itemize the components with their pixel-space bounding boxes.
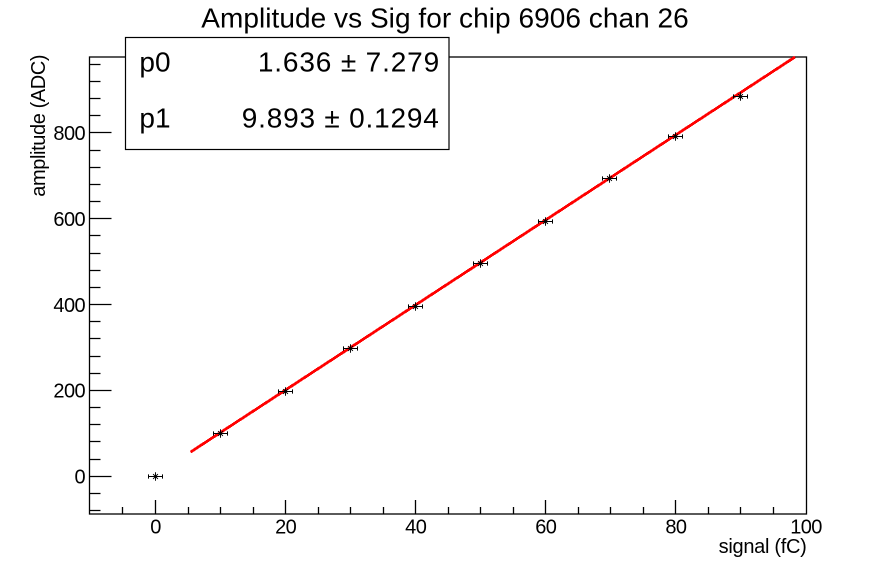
svg-text:9.893 ± 0.1294: 9.893 ± 0.1294 bbox=[242, 102, 440, 133]
svg-text:600: 600 bbox=[53, 209, 85, 231]
svg-text:200: 200 bbox=[53, 381, 85, 403]
svg-text:0: 0 bbox=[74, 466, 85, 488]
svg-text:0: 0 bbox=[150, 517, 161, 539]
svg-text:800: 800 bbox=[53, 123, 85, 145]
svg-text:100: 100 bbox=[790, 517, 822, 539]
svg-text:20: 20 bbox=[275, 517, 297, 539]
svg-text:Amplitude vs Sig for chip 6906: Amplitude vs Sig for chip 6906 chan 26 bbox=[201, 2, 689, 33]
svg-text:p1: p1 bbox=[139, 102, 170, 133]
svg-text:80: 80 bbox=[665, 517, 687, 539]
svg-text:60: 60 bbox=[535, 517, 557, 539]
svg-text:1.636 ± 7.279: 1.636 ± 7.279 bbox=[258, 46, 440, 77]
svg-text:p0: p0 bbox=[139, 46, 170, 77]
svg-text:400: 400 bbox=[53, 295, 85, 317]
svg-text:amplitude (ADC): amplitude (ADC) bbox=[28, 55, 50, 197]
svg-text:signal (fC): signal (fC) bbox=[719, 536, 807, 558]
svg-text:40: 40 bbox=[405, 517, 427, 539]
